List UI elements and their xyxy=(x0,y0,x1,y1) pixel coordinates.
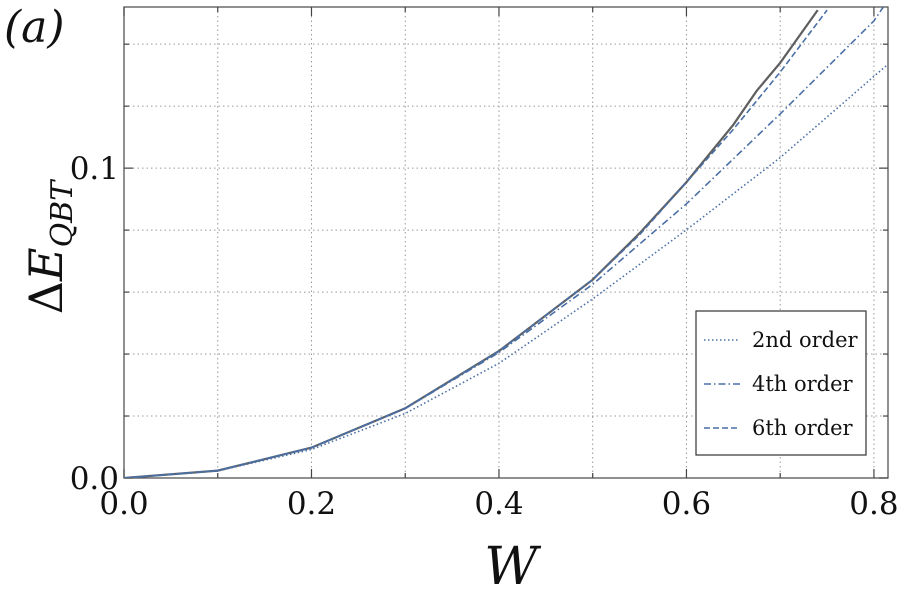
x-tick-label: 0.2 xyxy=(287,486,336,522)
y-tick-label: 0.0 xyxy=(70,461,119,497)
y-tick-label: 0.1 xyxy=(70,151,119,187)
panel-label: (a) xyxy=(4,2,65,53)
series-line-6th-order xyxy=(124,9,828,478)
legend-label: 4th order xyxy=(752,372,854,396)
y-axis-label: ΔEQBT xyxy=(19,179,80,314)
legend-label: 6th order xyxy=(752,416,854,440)
x-tick-label: 0.4 xyxy=(474,486,523,522)
x-tick-label: 0.0 xyxy=(99,486,148,522)
series-group xyxy=(124,7,888,478)
legend: 2nd order 4th order 6th order xyxy=(695,310,867,456)
legend-label: 2nd order xyxy=(752,328,859,352)
x-tick-label: 0.6 xyxy=(662,486,711,522)
x-tick-label: 0.8 xyxy=(849,486,898,522)
tick-labels: 0.0 0.2 0.4 0.6 0.8 0.0 0.1 xyxy=(70,151,899,522)
x-axis-label: W xyxy=(484,537,541,597)
legend-box xyxy=(695,310,867,456)
series-line-4th-order xyxy=(124,7,884,478)
plot-frame xyxy=(123,6,889,479)
grid xyxy=(124,7,888,478)
